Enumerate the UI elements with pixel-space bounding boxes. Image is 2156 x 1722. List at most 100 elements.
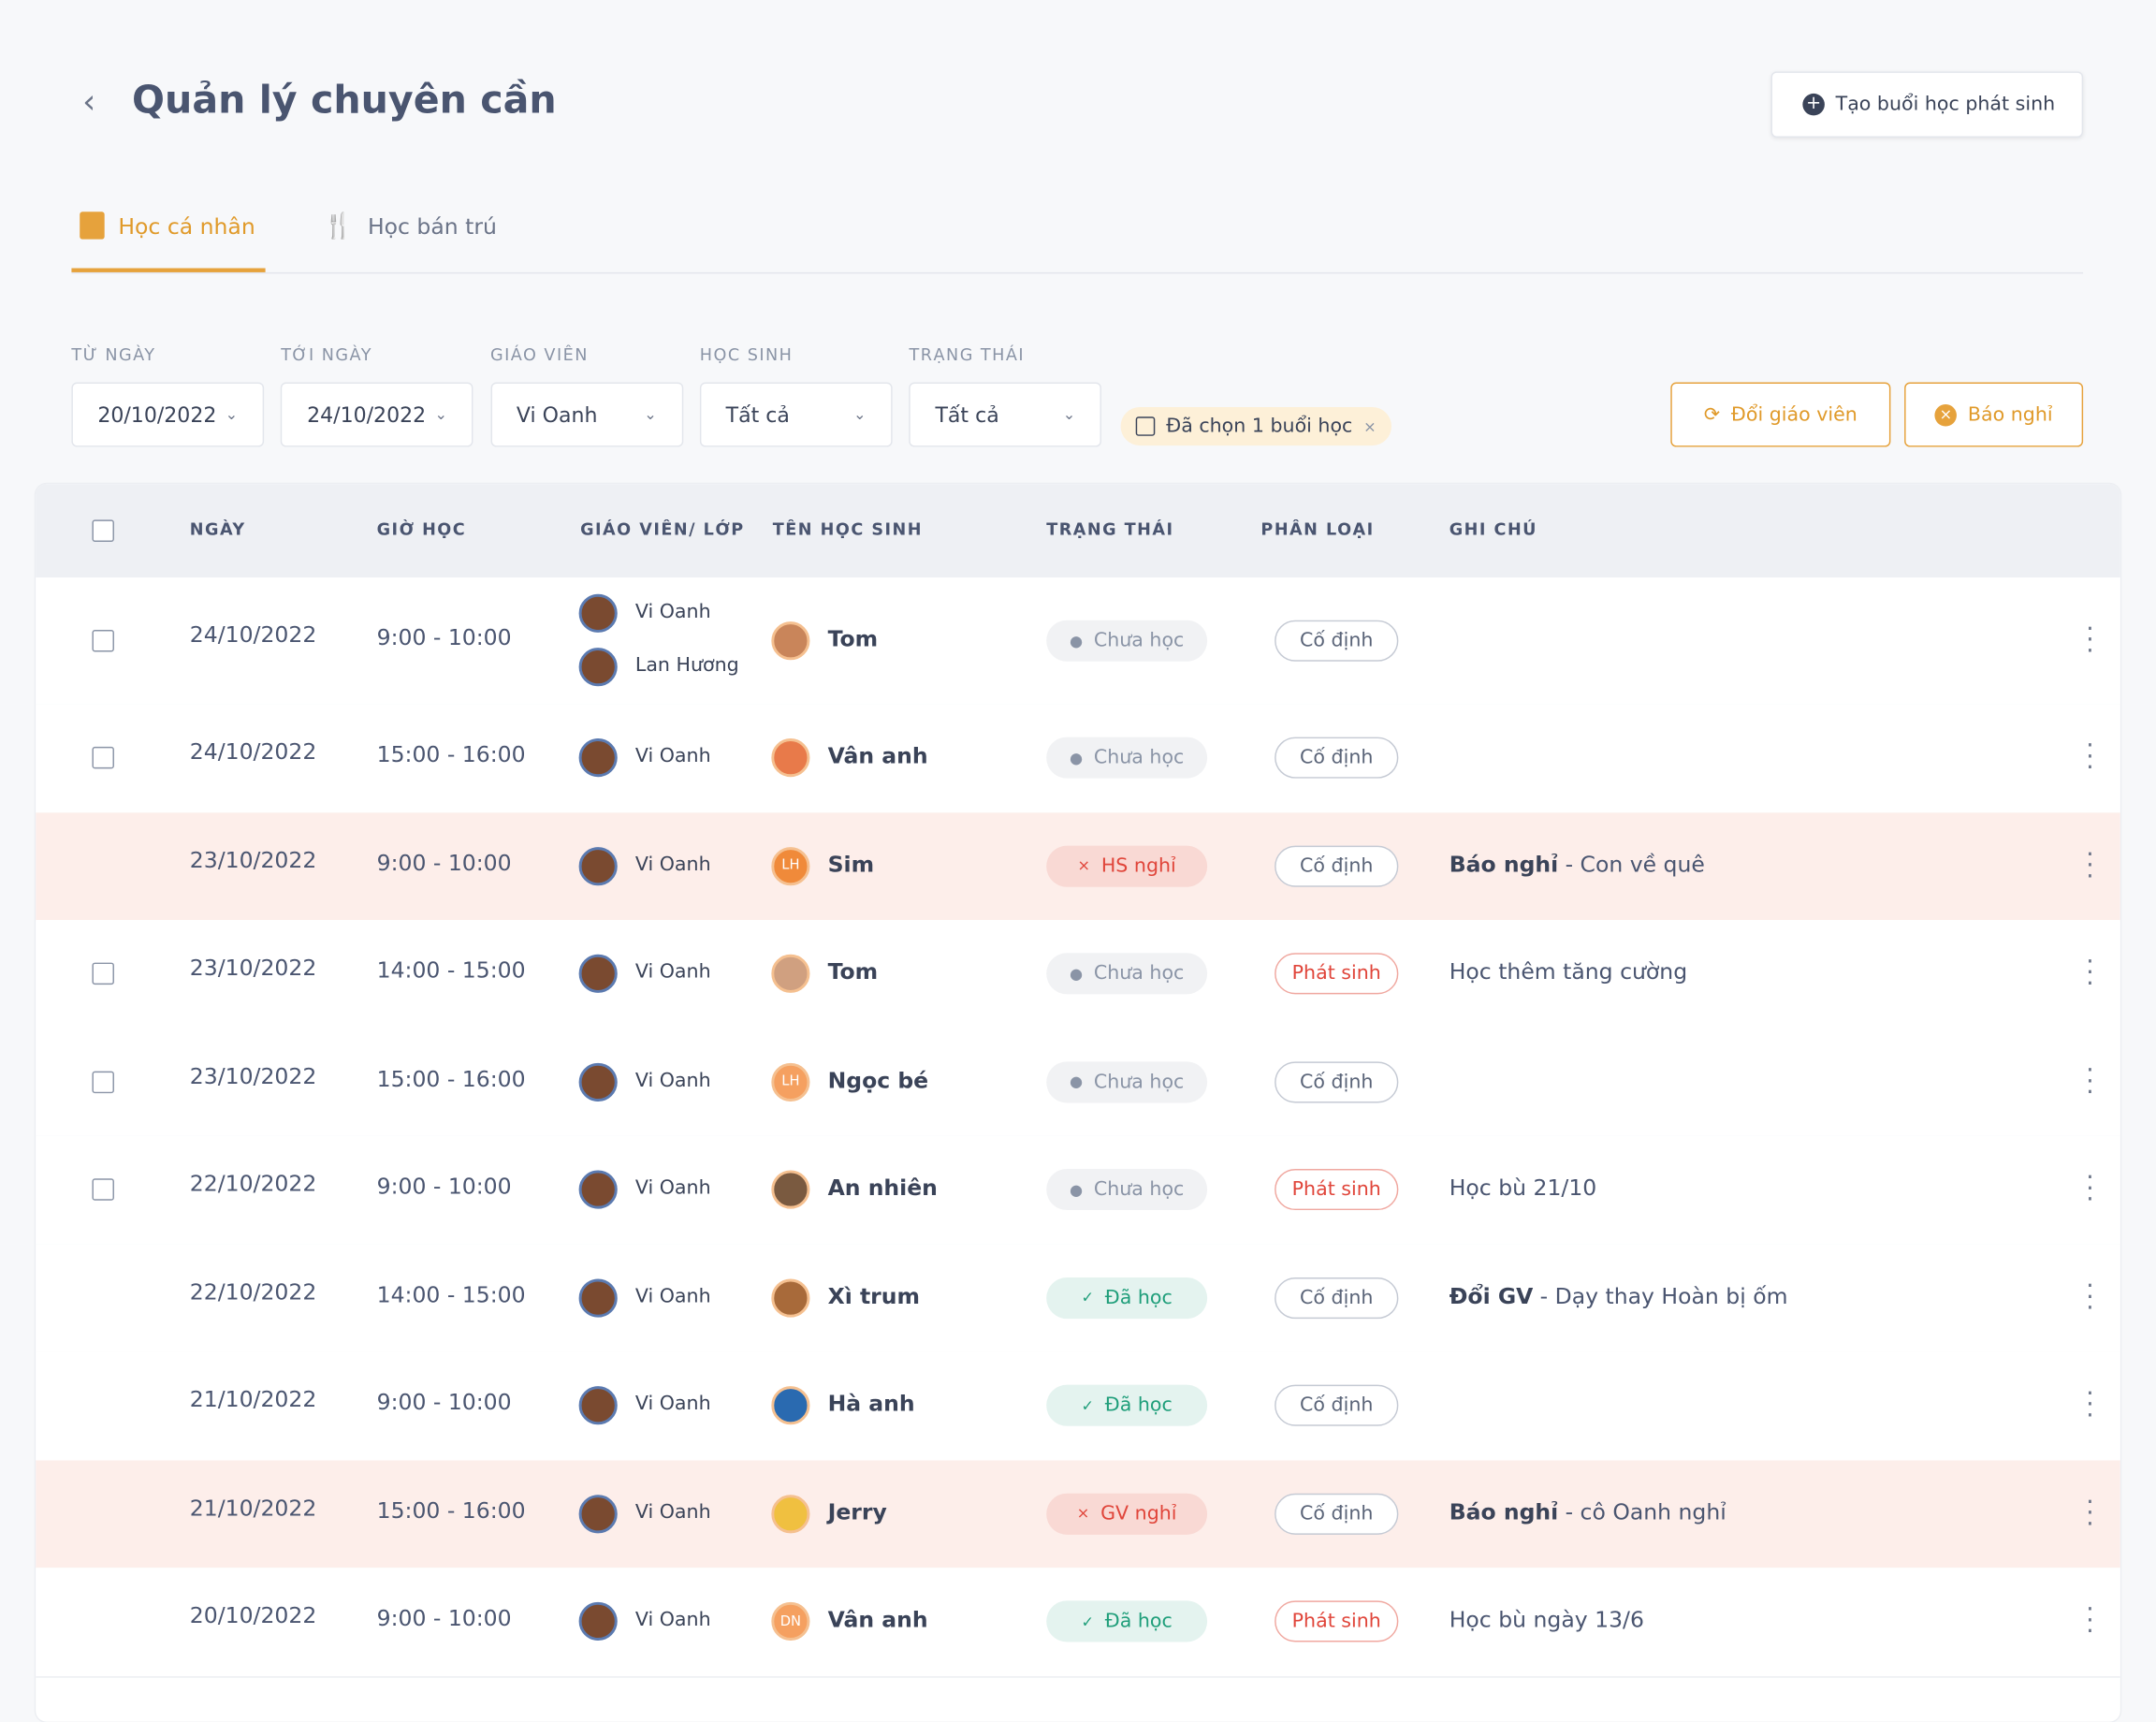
tab[interactable]: 🍴 Học bán trú bbox=[323, 212, 497, 241]
chevron: ⌄ bbox=[1062, 405, 1076, 424]
row-checkbox[interactable] bbox=[92, 1071, 114, 1093]
tab[interactable]: Học cá nhân bbox=[80, 212, 255, 240]
teacher-avatar bbox=[578, 1062, 618, 1102]
student-name: Tom bbox=[827, 625, 879, 652]
chip-close[interactable]: × bbox=[1363, 416, 1377, 436]
note-text: Học thêm tăng cường bbox=[1449, 958, 1688, 985]
row-menu[interactable]: · · · bbox=[2086, 947, 2094, 1000]
tab-icon bbox=[80, 212, 105, 240]
note-tag: Báo nghỉ bbox=[1449, 851, 1559, 878]
select-all-checkbox[interactable] bbox=[92, 519, 114, 542]
student-name: Sim bbox=[827, 851, 875, 878]
tab-label: Học bán trú bbox=[367, 212, 497, 240]
status-badge: ✓ Đã học bbox=[1046, 1277, 1208, 1319]
status-icon: ● bbox=[1069, 749, 1084, 767]
row-checkbox[interactable] bbox=[92, 629, 114, 652]
date: 23/10/2022 bbox=[189, 955, 317, 982]
teacher-avatar bbox=[578, 846, 618, 885]
report-absence-button[interactable]: × Báo nghỉ bbox=[1904, 382, 2084, 447]
student-name: Jerry bbox=[827, 1498, 887, 1525]
status-label: Đã học bbox=[1104, 1286, 1173, 1309]
chevron: ⌄ bbox=[225, 405, 239, 424]
date: 22/10/2022 bbox=[189, 1170, 317, 1197]
date: 21/10/2022 bbox=[189, 1494, 317, 1521]
tab-label: Học cá nhân bbox=[118, 212, 255, 239]
teacher-avatar bbox=[578, 593, 618, 633]
table-row: 20/10/2022 9:00 - 10:00 Vi Oanh DN Vân anh ✓ Đ… bbox=[36, 1568, 2120, 1677]
button-label: Báo nghỉ bbox=[1967, 403, 2053, 426]
date: 24/10/2022 bbox=[189, 738, 317, 766]
status-badge: × GV nghỉ bbox=[1046, 1493, 1208, 1535]
column-header: GHI CHÚ bbox=[1449, 519, 1537, 540]
row-menu[interactable]: · · · bbox=[2086, 614, 2094, 666]
filter-select[interactable]: 20/10/2022 ⌄ bbox=[71, 382, 265, 447]
note: Báo nghỉ - cô Oanh nghỉ bbox=[1449, 1498, 1726, 1525]
student-avatar bbox=[771, 1494, 810, 1534]
teacher-name: Vi Oanh bbox=[634, 1177, 711, 1200]
filter-label: TRẠNG THÁI bbox=[909, 344, 1026, 365]
row-menu[interactable]: · · · bbox=[2086, 1595, 2094, 1647]
table-row: 23/10/2022 15:00 - 16:00 Vi Oanh LH Ngọc bé ●… bbox=[36, 1028, 2120, 1138]
filter-select[interactable]: Tất cả ⌄ bbox=[699, 382, 893, 447]
filter-select[interactable]: Tất cả ⌄ bbox=[909, 382, 1102, 447]
student-avatar bbox=[771, 621, 810, 661]
teacher-avatar bbox=[578, 1386, 618, 1425]
column-header: TÊN HỌC SINH bbox=[772, 519, 924, 540]
student-avatar bbox=[771, 955, 810, 994]
status-icon: × bbox=[1077, 856, 1091, 875]
status-label: GV nghỉ bbox=[1100, 1502, 1177, 1525]
status-badge: ● Chưa học bbox=[1046, 1169, 1208, 1211]
teacher-name: Vi Oanh bbox=[634, 854, 711, 876]
row-checkbox[interactable] bbox=[92, 962, 114, 985]
row-checkbox[interactable] bbox=[92, 1178, 114, 1202]
row-menu[interactable]: · · · bbox=[2086, 1487, 2094, 1539]
student-avatar: LH bbox=[771, 846, 810, 885]
teacher-avatar bbox=[578, 738, 618, 778]
time: 15:00 - 16:00 bbox=[376, 1496, 526, 1524]
attendance-table: NGÀY GIỜ HỌC GIÁO VIÊN/ LỚP TÊN HỌC SINH TRẠ… bbox=[36, 484, 2120, 1722]
chevron: ⌄ bbox=[853, 405, 867, 424]
filter-label: TỪ NGÀY bbox=[71, 344, 156, 365]
teacher-name: Lan Hương bbox=[634, 654, 739, 677]
filter-select[interactable]: 24/10/2022 ⌄ bbox=[281, 382, 473, 447]
student-name: Hà anh bbox=[827, 1390, 915, 1417]
status-icon: ● bbox=[1069, 1180, 1084, 1199]
change-teacher-button[interactable]: ⟳ Đổi giáo viên bbox=[1670, 382, 1891, 447]
date: 24/10/2022 bbox=[189, 621, 317, 649]
filter-label: HỌC SINH bbox=[699, 344, 794, 365]
time: 15:00 - 16:00 bbox=[376, 741, 526, 768]
note: Học thêm tăng cường bbox=[1449, 959, 1687, 985]
teacher-name: Vi Oanh bbox=[634, 1393, 711, 1416]
back-button[interactable]: ‹ bbox=[82, 82, 96, 122]
row-menu[interactable]: · · · bbox=[2086, 1163, 2094, 1215]
status-icon: ✓ bbox=[1081, 1613, 1095, 1631]
row-menu[interactable]: · · · bbox=[2086, 1271, 2094, 1323]
page-title: Quản lý chuyên cần bbox=[132, 77, 557, 123]
plus-icon: + bbox=[1802, 93, 1825, 116]
student-avatar: DN bbox=[771, 1602, 810, 1642]
status-badge: ● Chưa học bbox=[1046, 737, 1208, 780]
status-badge: ✓ Đã học bbox=[1046, 1385, 1208, 1427]
type-badge: Phát sinh bbox=[1275, 1600, 1399, 1642]
row-menu[interactable]: · · · bbox=[2086, 1056, 2094, 1107]
table-row: 21/10/2022 9:00 - 10:00 Vi Oanh Hà anh ✓ Đã h… bbox=[36, 1351, 2120, 1462]
table-row: 23/10/2022 14:00 - 15:00 Vi Oanh Tom ● Chưa h… bbox=[36, 920, 2120, 1029]
tab-indicator bbox=[71, 268, 266, 272]
status-icon: ✓ bbox=[1081, 1289, 1095, 1307]
row-menu[interactable]: · · · bbox=[2086, 839, 2094, 891]
icon: × bbox=[1934, 403, 1958, 426]
type-badge: Cố định bbox=[1275, 737, 1399, 780]
row-menu[interactable]: · · · bbox=[2086, 732, 2094, 783]
row-menu[interactable]: · · · bbox=[2086, 1379, 2094, 1431]
status-badge: ● Chưa học bbox=[1046, 1061, 1208, 1103]
chevron: ⌄ bbox=[644, 405, 657, 424]
note: Đổi GV - Dạy thay Hoàn bị ốm bbox=[1449, 1283, 1788, 1309]
status-label: Chưa học bbox=[1093, 747, 1185, 769]
teacher-name: Vi Oanh bbox=[634, 961, 711, 984]
filter-label: GIÁO VIÊN bbox=[489, 344, 589, 365]
page: ‹ Quản lý chuyên cần + Tạo buổi học phát… bbox=[36, 71, 2120, 1677]
row-checkbox[interactable] bbox=[92, 747, 114, 769]
create-button[interactable]: + Tạo buổi học phát sinh bbox=[1770, 71, 2084, 138]
filter-select[interactable]: Vi Oanh ⌄ bbox=[489, 382, 683, 447]
type-badge: Cố định bbox=[1275, 845, 1399, 887]
